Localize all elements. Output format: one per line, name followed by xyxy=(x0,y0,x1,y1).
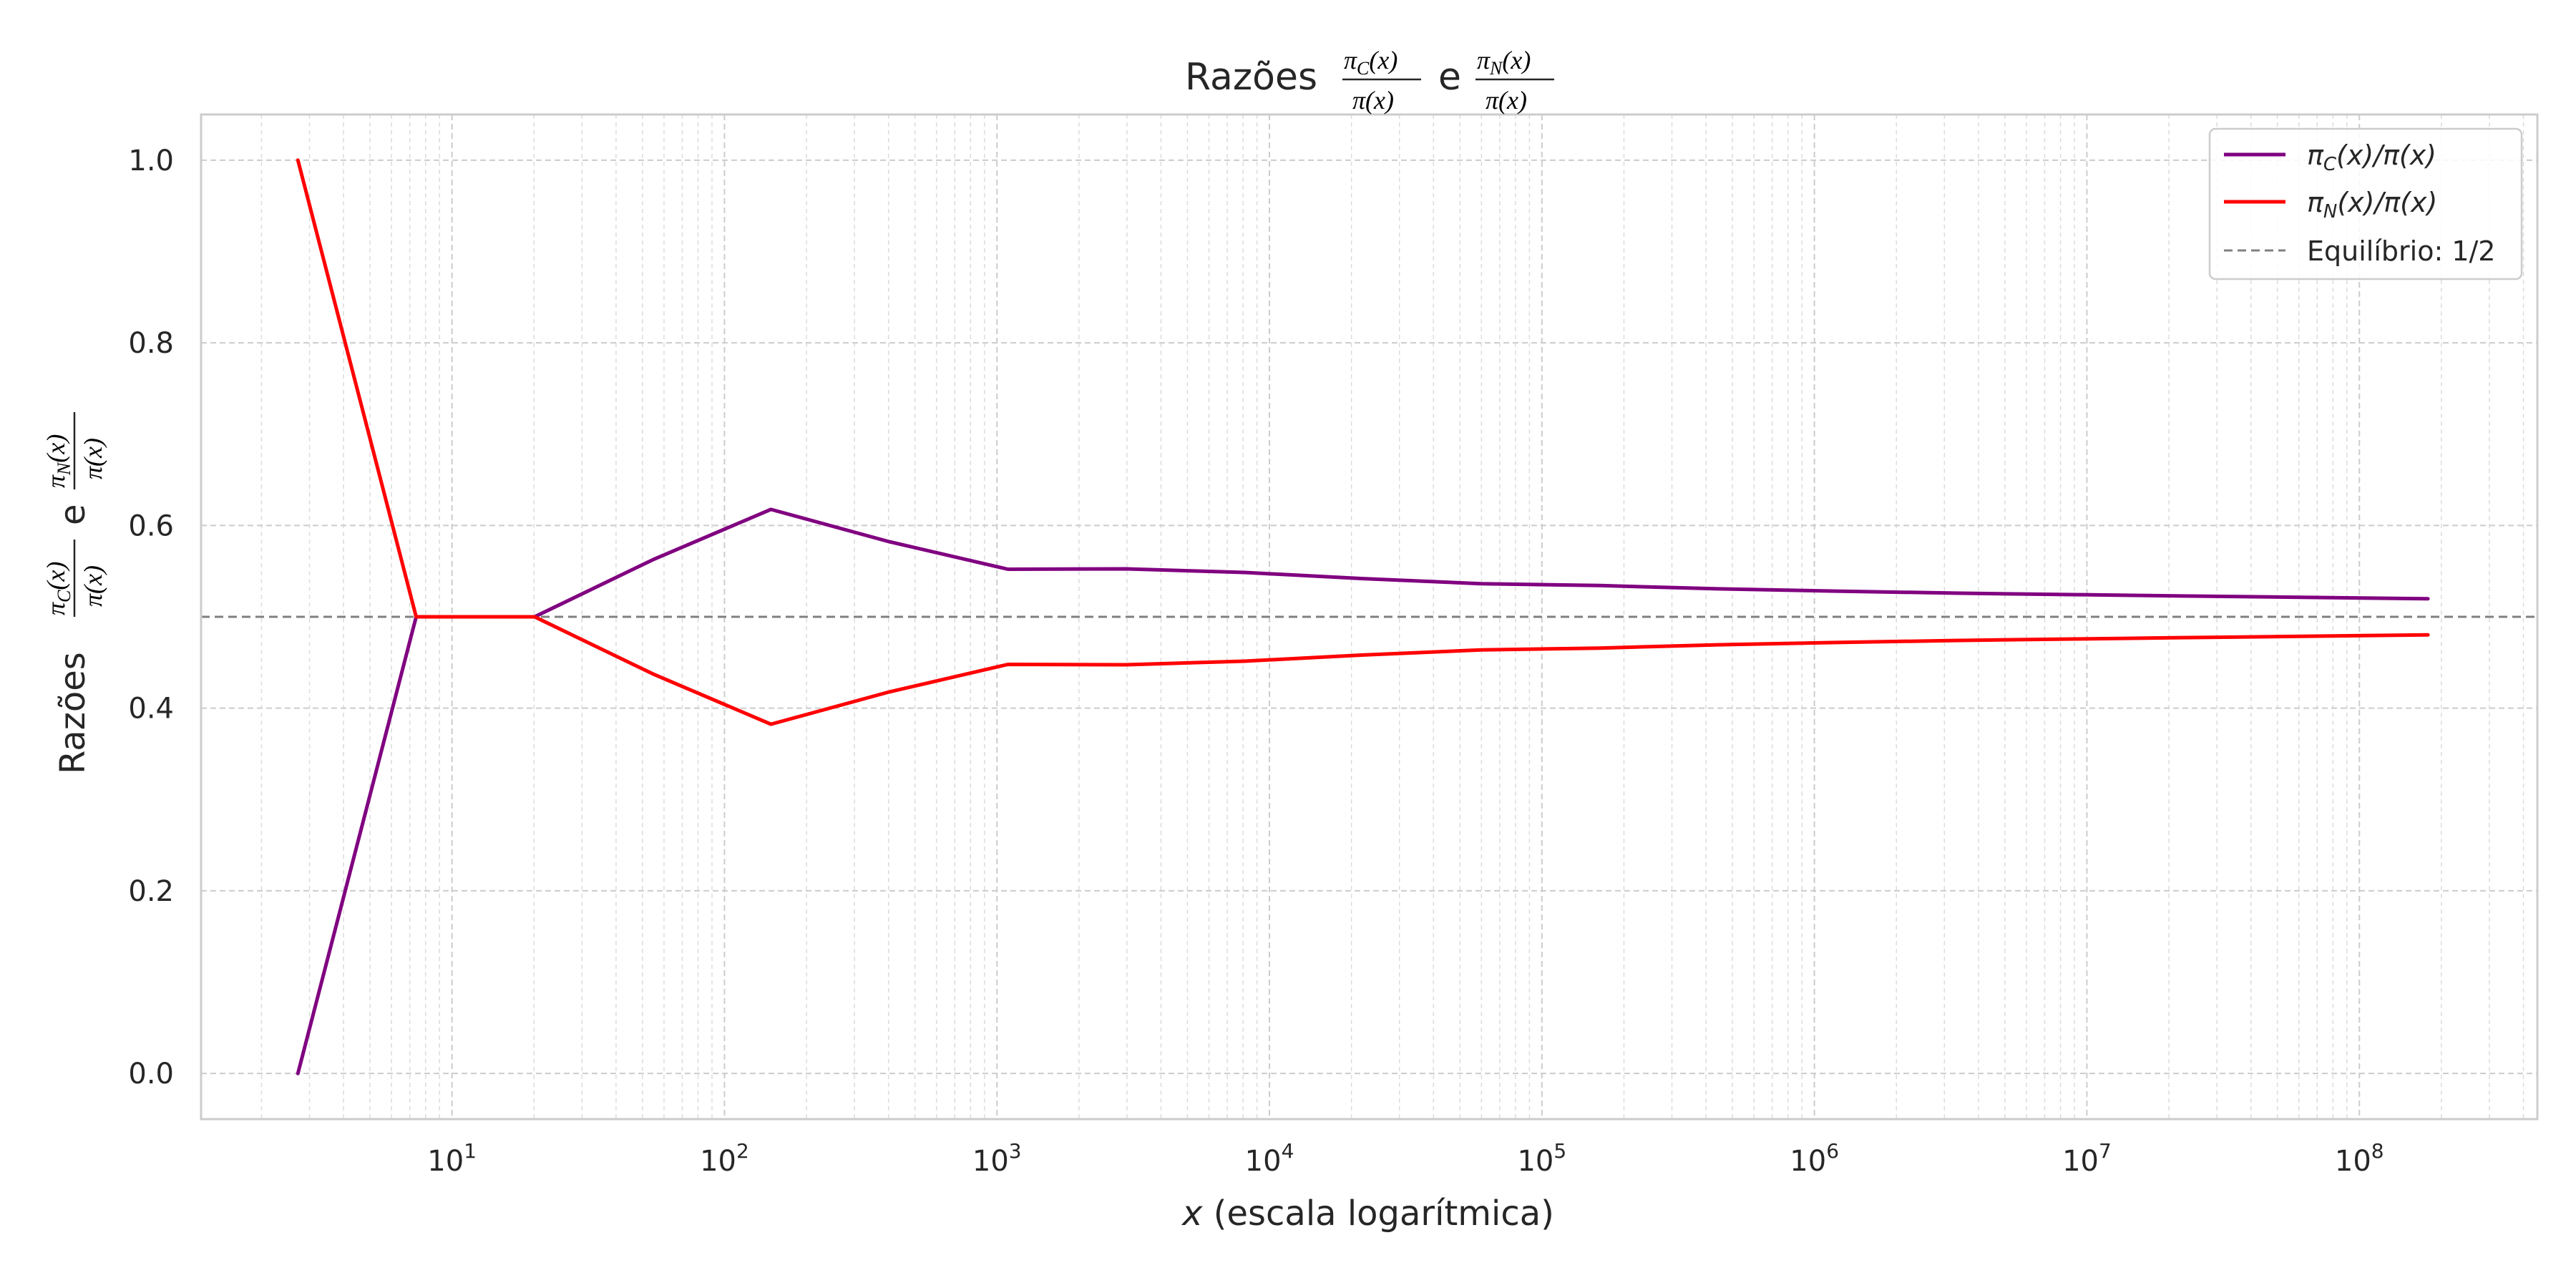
ylabel-frac1-tail: (x) xyxy=(42,562,70,590)
x-tick-label: 102 xyxy=(700,1139,749,1178)
y-tick-labels: 0.0 0.2 0.4 0.6 0.8 1.0 xyxy=(128,145,174,1091)
svg-text:πC(x): πC(x) xyxy=(1344,46,1397,79)
y-label-frac-2: πN(x) π(x) xyxy=(42,412,107,489)
series-line-0 xyxy=(296,507,2430,1075)
legend-label-pi-n: πN(x)/π(x) xyxy=(2307,187,2437,223)
title-prefix: Razões xyxy=(1185,56,1317,99)
ylabel-frac2-den: π(x) xyxy=(79,438,107,479)
x-tick-label: 103 xyxy=(972,1139,1022,1178)
y-axis-label: Razões πC(x) π(x) e πN(x) π(x) xyxy=(42,412,107,774)
ylabel-frac2-sub: N xyxy=(54,462,74,476)
ylabel-frac2-tail: (x) xyxy=(42,434,70,463)
x-tick-label: 107 xyxy=(2062,1139,2112,1178)
plot-frame xyxy=(200,113,2539,1121)
ylabel-frac1-den: π(x) xyxy=(79,565,107,607)
y-axis-conj: e xyxy=(53,504,93,525)
title-frac2-sub: N xyxy=(1489,58,1503,79)
title-frac2-pi: π xyxy=(1477,46,1491,74)
title-frac2-den: π(x) xyxy=(1485,86,1527,114)
x-tick-labels: 101 102 103 104 105 106 107 108 xyxy=(427,1139,2384,1178)
x-tick-label: 105 xyxy=(1517,1139,1566,1178)
chart-title: Razões πC(x) π(x) e πN(x) π(x) xyxy=(1185,46,1554,114)
series-layer xyxy=(296,158,2430,1075)
title-frac-2: πN(x) π(x) xyxy=(1475,46,1554,114)
svg-text:πN(x): πN(x) xyxy=(42,434,74,488)
x-axis-label: x (escala logarítmica) xyxy=(1181,1194,1554,1234)
title-frac1-tail: (x) xyxy=(1369,46,1397,74)
y-tick-label: 0.0 xyxy=(128,1058,174,1091)
x-tick-label: 108 xyxy=(2335,1139,2384,1178)
legend-label-equilibrium: Equilíbrio: 1/2 xyxy=(2307,235,2495,267)
legend-box xyxy=(2208,127,2523,280)
x-tick-label: 101 xyxy=(427,1139,477,1178)
legend-label-pi-c: πC(x)/π(x) xyxy=(2307,140,2436,175)
ylabel-frac1-pi: π xyxy=(42,602,70,615)
y-tick-label: 0.4 xyxy=(128,693,174,726)
y-tick-label: 0.2 xyxy=(128,875,174,908)
title-frac-1: πC(x) π(x) xyxy=(1342,46,1421,114)
title-frac2-tail: (x) xyxy=(1502,46,1531,74)
y-axis-prefix: Razões xyxy=(53,652,93,774)
title-frac1-den: π(x) xyxy=(1352,86,1394,114)
y-label-frac-1: πC(x) π(x) xyxy=(42,540,107,617)
y-tick-label: 1.0 xyxy=(128,145,174,177)
svg-text:πC(x): πC(x) xyxy=(42,562,74,615)
y-tick-label: 0.8 xyxy=(128,327,174,360)
title-conj: e xyxy=(1438,56,1461,99)
ylabel-frac1-sub: C xyxy=(54,590,74,602)
title-frac1-pi: π xyxy=(1344,46,1357,74)
legend: πC(x)/π(x) πN(x)/π(x) Equilíbrio: 1/2 xyxy=(2208,127,2523,280)
x-axis-var: x xyxy=(1181,1194,1203,1234)
x-tick-label: 106 xyxy=(1790,1139,1839,1178)
grid-layer xyxy=(201,114,2537,1119)
x-axis-rest: (escala logarítmica) xyxy=(1202,1194,1553,1234)
title-frac1-sub: C xyxy=(1357,58,1370,79)
svg-text:πN(x): πN(x) xyxy=(1477,46,1531,79)
ylabel-frac2-pi: π xyxy=(42,474,70,488)
y-tick-label: 0.6 xyxy=(128,509,174,542)
x-tick-label: 104 xyxy=(1245,1139,1294,1178)
series-line-1 xyxy=(296,158,2430,726)
